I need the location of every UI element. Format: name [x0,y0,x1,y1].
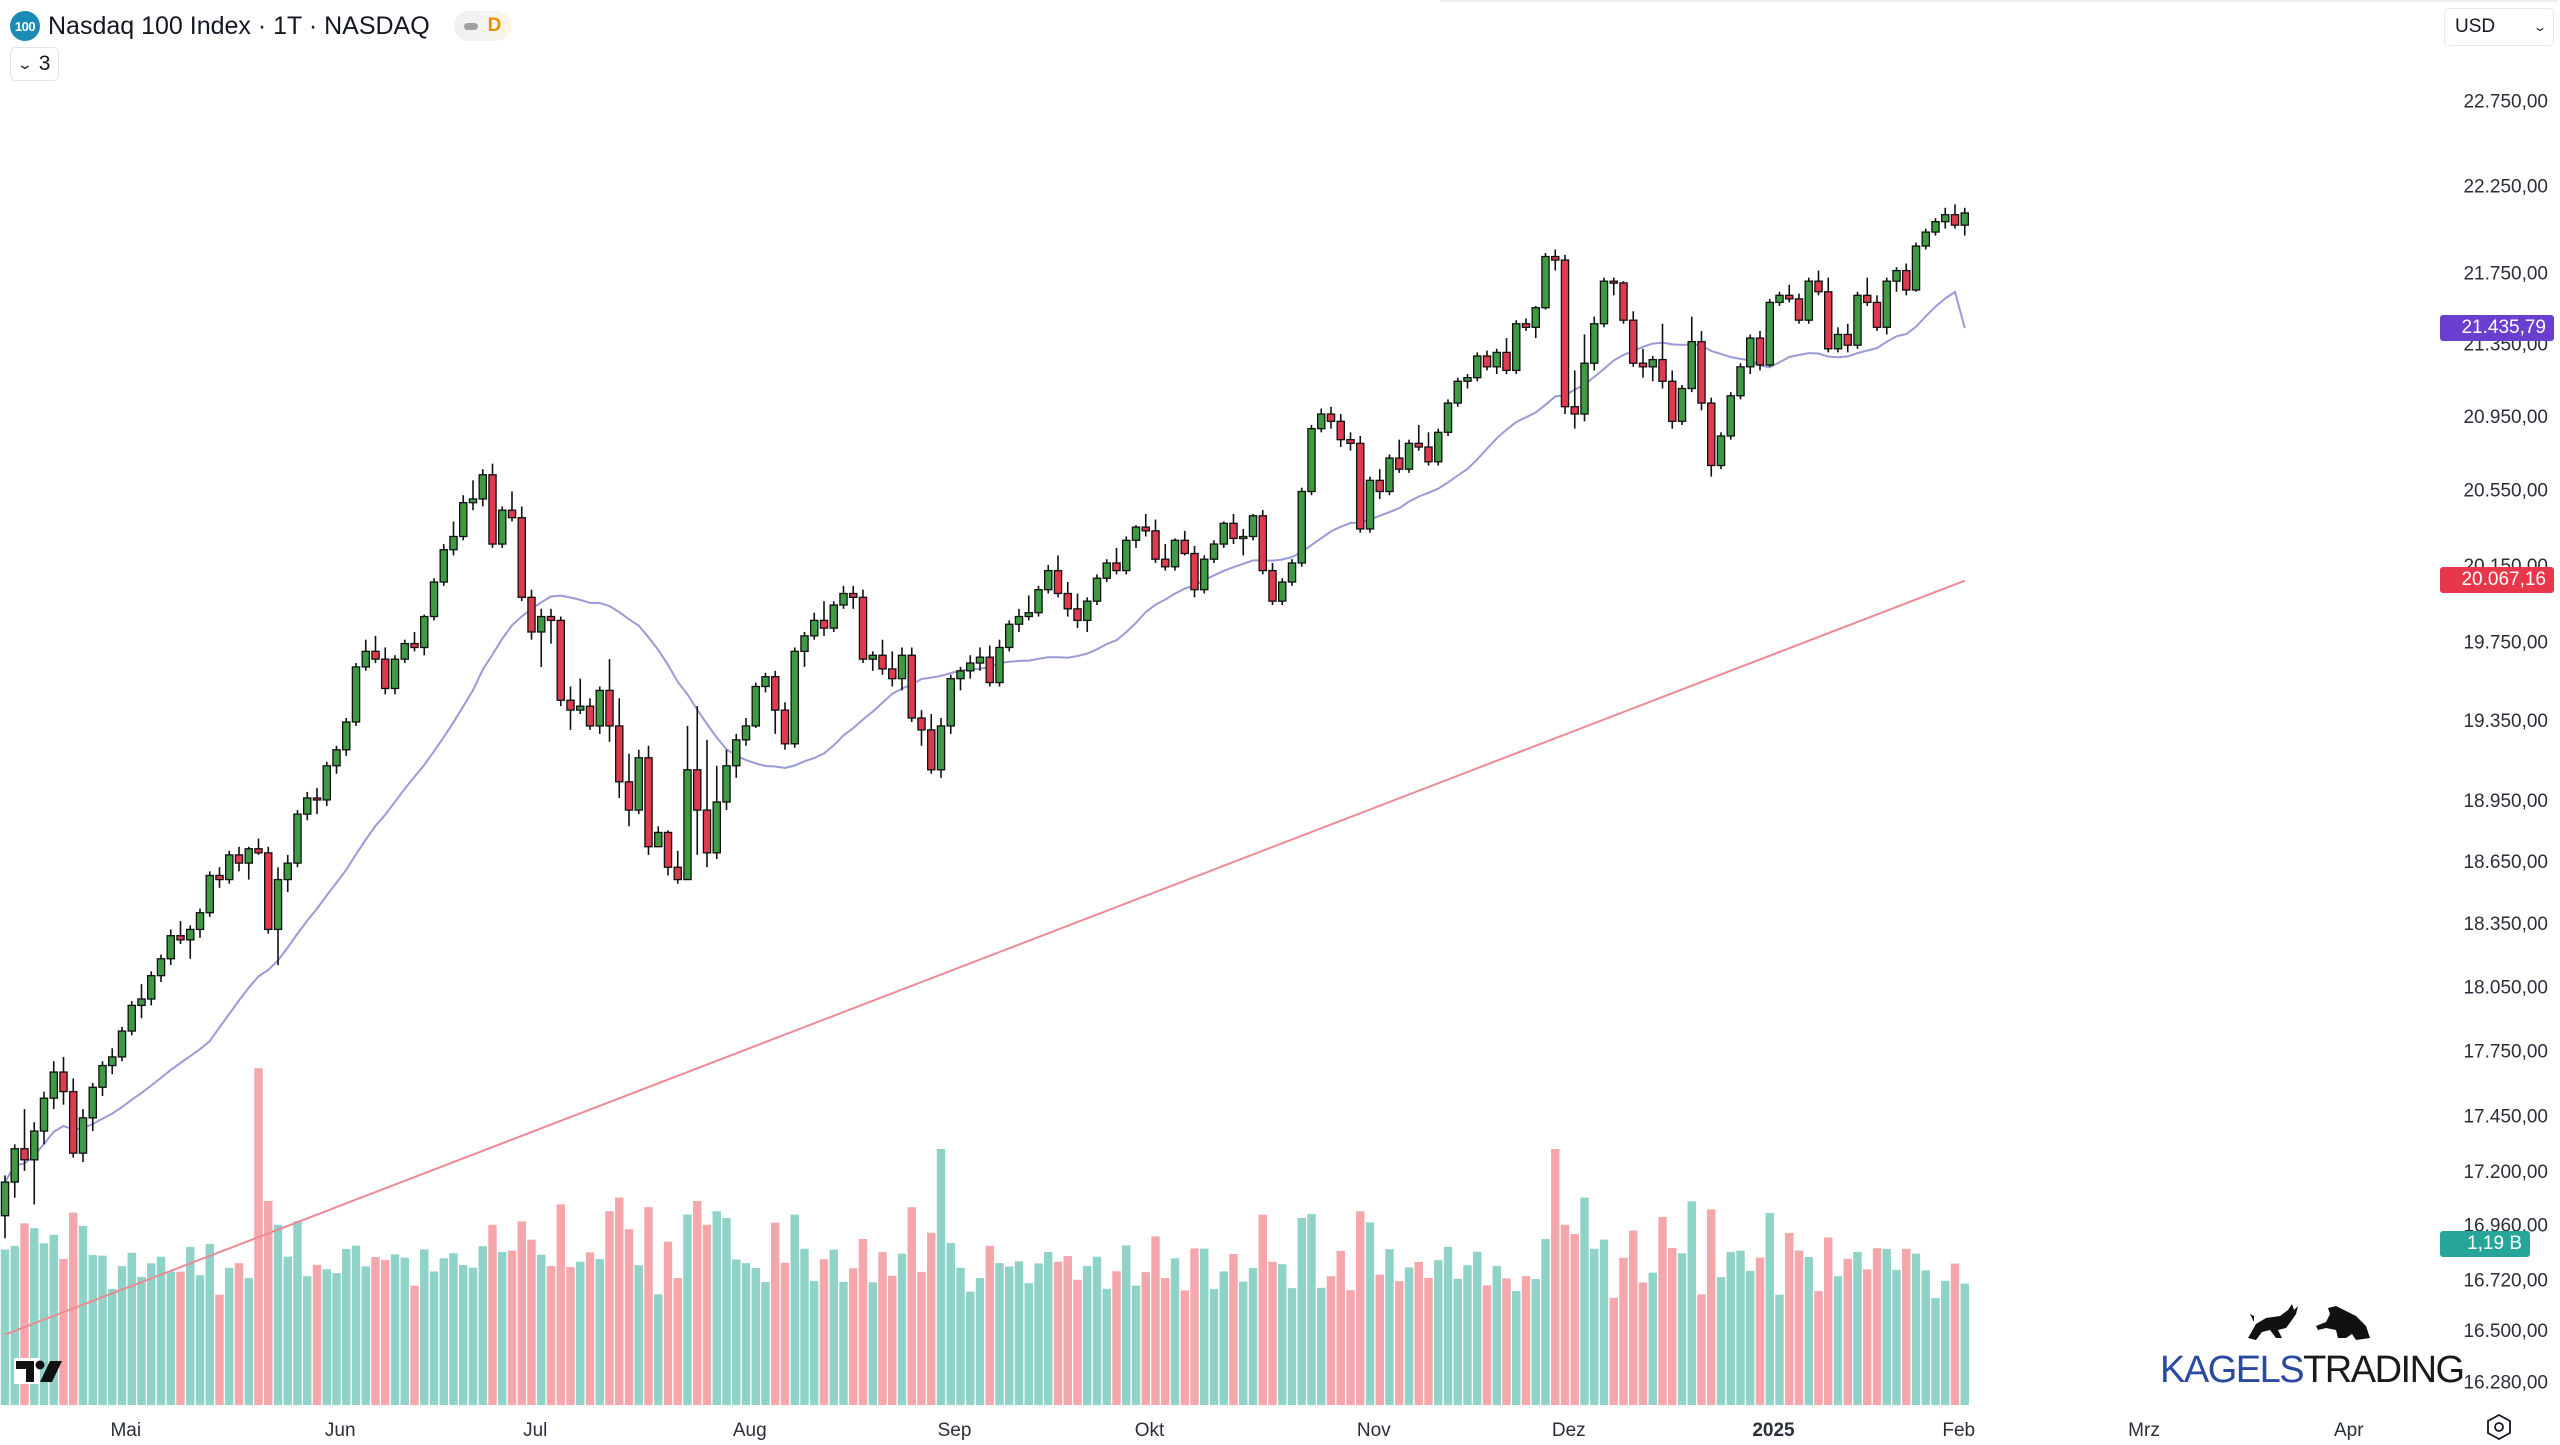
time-tick-label: Dez [1552,1420,1586,1441]
time-tick-label: Aug [733,1420,767,1441]
chevron-down-icon: ⌄ [16,55,34,72]
time-tick-label: Mrz [2128,1420,2160,1441]
price-tick-label: 18.650,00 [2463,852,2548,873]
price-tick-label: 16.280,00 [2463,1372,2548,1393]
price-tick-label: 22.250,00 [2463,176,2548,197]
currency-select[interactable]: USD ⌄ [2444,8,2554,46]
tradingview-logo-icon[interactable] [14,1356,64,1391]
price-tick-label: 18.950,00 [2463,791,2548,812]
price-tick-label: 17.750,00 [2463,1041,2548,1062]
moving-averages [4,290,1966,1336]
price-tick-label: 22.750,00 [2463,91,2548,112]
brand-wordmark: KAGELSTRADING [2160,1349,2465,1391]
time-tick-label: Mai [110,1420,141,1441]
time-tick-label: Apr [2334,1420,2364,1441]
price-tick-label: 16.500,00 [2463,1321,2548,1342]
ma-fast-line [4,290,1966,1183]
time-tick-label: Jul [523,1420,547,1441]
ma-slow-price-tag: 20.067,16 [2440,567,2554,593]
time-tick-label: 2025 [1752,1420,1795,1441]
time-tick-label: Feb [1942,1420,1975,1441]
top-divider [1440,0,2558,2]
delayed-data-indicator: D [487,15,502,36]
time-tick-label: Sep [938,1420,972,1441]
price-tick-label: 17.200,00 [2463,1162,2548,1183]
kagels-trading-logo: KAGELSTRADING [2160,1300,2465,1392]
market-status-badge[interactable]: D [453,11,512,41]
time-tick-label: Jun [325,1420,356,1441]
price-candles [0,204,1970,1239]
time-axis[interactable]: Mai Jun Jul Aug Sep Okt Nov Dez 2025 Feb Mrz Apr [110,1420,2364,1441]
chart-title[interactable]: Nasdaq 100 Index · 1T · NASDAQ [48,11,430,40]
price-tick-label: 16.720,00 [2463,1270,2548,1291]
hexagon-settings-icon [2487,1413,2511,1441]
indicators-count: 3 [38,52,51,75]
price-tick-label: 18.050,00 [2463,977,2548,998]
price-tick-label: 17.450,00 [2463,1107,2548,1128]
price-tick-label: 18.350,00 [2463,914,2548,935]
volume-bars [0,1068,1969,1405]
ma-slow-line [4,579,1966,1336]
price-tick-label: 20.950,00 [2463,407,2548,428]
price-tick-label: 19.750,00 [2463,633,2548,654]
price-tick-label: 20.550,00 [2463,481,2548,502]
time-tick-label: Okt [1135,1420,1165,1441]
chevron-down-icon: ⌄ [2532,20,2548,34]
market-closed-icon [463,22,478,30]
time-tick-label: Nov [1357,1420,1391,1441]
ma-fast-price-tag: 21.435,79 [2440,315,2554,341]
chart-legend: 100 Nasdaq 100 Index · 1T · NASDAQ D [10,8,512,44]
price-tick-label: 19.350,00 [2463,711,2548,732]
indicators-toggle-button[interactable]: ⌄ 3 [10,47,60,81]
symbol-logo-icon: 100 [10,11,40,41]
volume-price-tag: 1,19 B [2440,1231,2530,1257]
chart-settings-button[interactable] [2486,1413,2512,1441]
bull-bear-icon [2248,1304,2370,1340]
price-tick-label: 21.750,00 [2463,263,2548,284]
price-axis[interactable]: 22.750,0022.250,0021.750,0021.350,0020.9… [2463,91,2548,1393]
currency-value: USD [2455,16,2496,37]
